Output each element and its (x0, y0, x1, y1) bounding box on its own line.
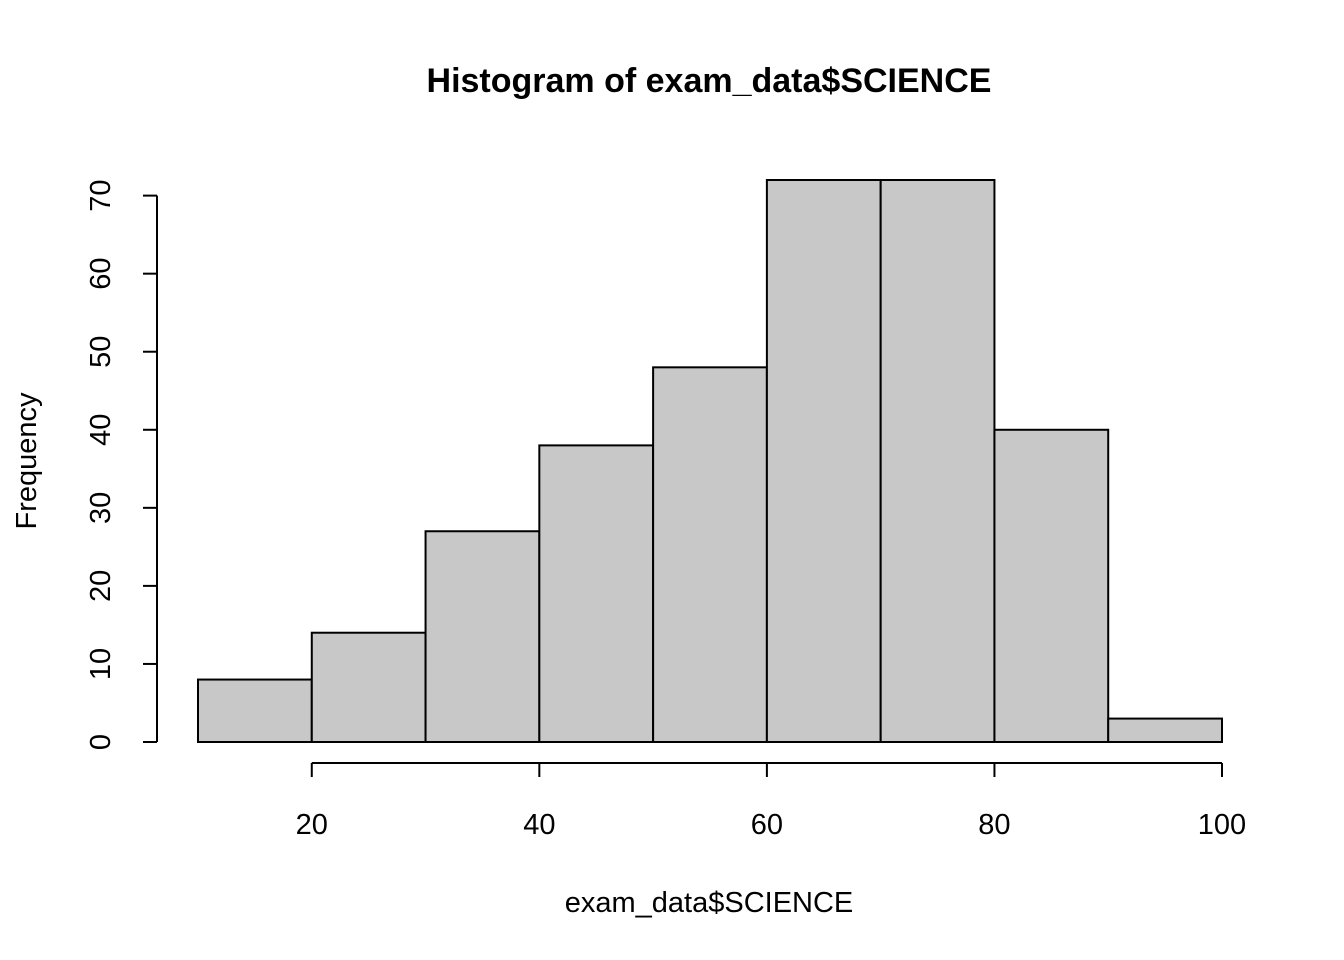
y-axis: 0 10 20 30 40 50 60 70 (85, 179, 158, 750)
y-tick-label-50: 50 (85, 336, 117, 368)
x-tick-label-60: 60 (751, 809, 783, 841)
x-axis-label: exam_data$SCIENCE (565, 887, 854, 919)
histogram-bar-50-60 (652, 366, 768, 743)
histogram-bar-40-50 (538, 444, 655, 743)
y-tick-label-30: 30 (85, 492, 117, 524)
histogram-bar-80-90 (993, 428, 1110, 743)
y-axis-label: Frequency (11, 392, 43, 530)
y-tick-label-70: 70 (85, 179, 117, 211)
y-tick-label-20: 20 (85, 570, 117, 602)
histogram-bar-20-30 (310, 631, 427, 744)
x-tick-label-100: 100 (1198, 809, 1246, 841)
histogram-bar-30-40 (424, 530, 541, 743)
chart-title: Histogram of exam_data$SCIENCE (427, 62, 992, 100)
y-tick-label-40: 40 (85, 414, 117, 446)
histogram-bar-90-100 (1107, 717, 1223, 743)
y-tick-label-0: 0 (85, 734, 117, 750)
histogram-bar-70-80 (879, 179, 996, 743)
bars-group (197, 179, 1223, 744)
x-tick-label-40: 40 (523, 809, 555, 841)
histogram-bar-60-70 (765, 179, 882, 743)
y-tick-label-60: 60 (85, 258, 117, 290)
x-axis: 20 40 60 80 100 (296, 762, 1246, 841)
histogram-bar-10-20 (197, 678, 313, 743)
y-tick-label-10: 10 (85, 648, 117, 680)
x-tick-label-20: 20 (296, 809, 328, 841)
x-tick-label-80: 80 (978, 809, 1010, 841)
